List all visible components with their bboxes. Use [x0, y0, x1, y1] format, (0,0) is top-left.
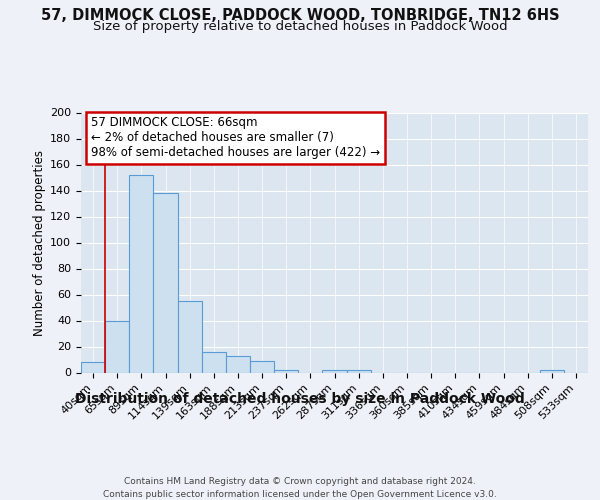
Bar [178, 301, 202, 372]
Bar [540, 370, 564, 372]
Text: Contains HM Land Registry data © Crown copyright and database right 2024.
Contai: Contains HM Land Registry data © Crown c… [103, 478, 497, 499]
Bar [226, 356, 250, 372]
Bar [274, 370, 298, 372]
Y-axis label: Number of detached properties: Number of detached properties [33, 150, 46, 336]
Bar [81, 362, 105, 372]
Text: Size of property relative to detached houses in Paddock Wood: Size of property relative to detached ho… [92, 20, 508, 33]
Bar [250, 361, 274, 372]
Bar [105, 320, 129, 372]
Bar [347, 370, 371, 372]
Text: 57 DIMMOCK CLOSE: 66sqm
← 2% of detached houses are smaller (7)
98% of semi-deta: 57 DIMMOCK CLOSE: 66sqm ← 2% of detached… [91, 116, 380, 160]
Bar [202, 352, 226, 372]
Bar [154, 193, 178, 372]
Text: 57, DIMMOCK CLOSE, PADDOCK WOOD, TONBRIDGE, TN12 6HS: 57, DIMMOCK CLOSE, PADDOCK WOOD, TONBRID… [41, 8, 559, 22]
Bar [322, 370, 347, 372]
Bar [129, 175, 154, 372]
Text: Distribution of detached houses by size in Paddock Wood: Distribution of detached houses by size … [75, 392, 525, 406]
